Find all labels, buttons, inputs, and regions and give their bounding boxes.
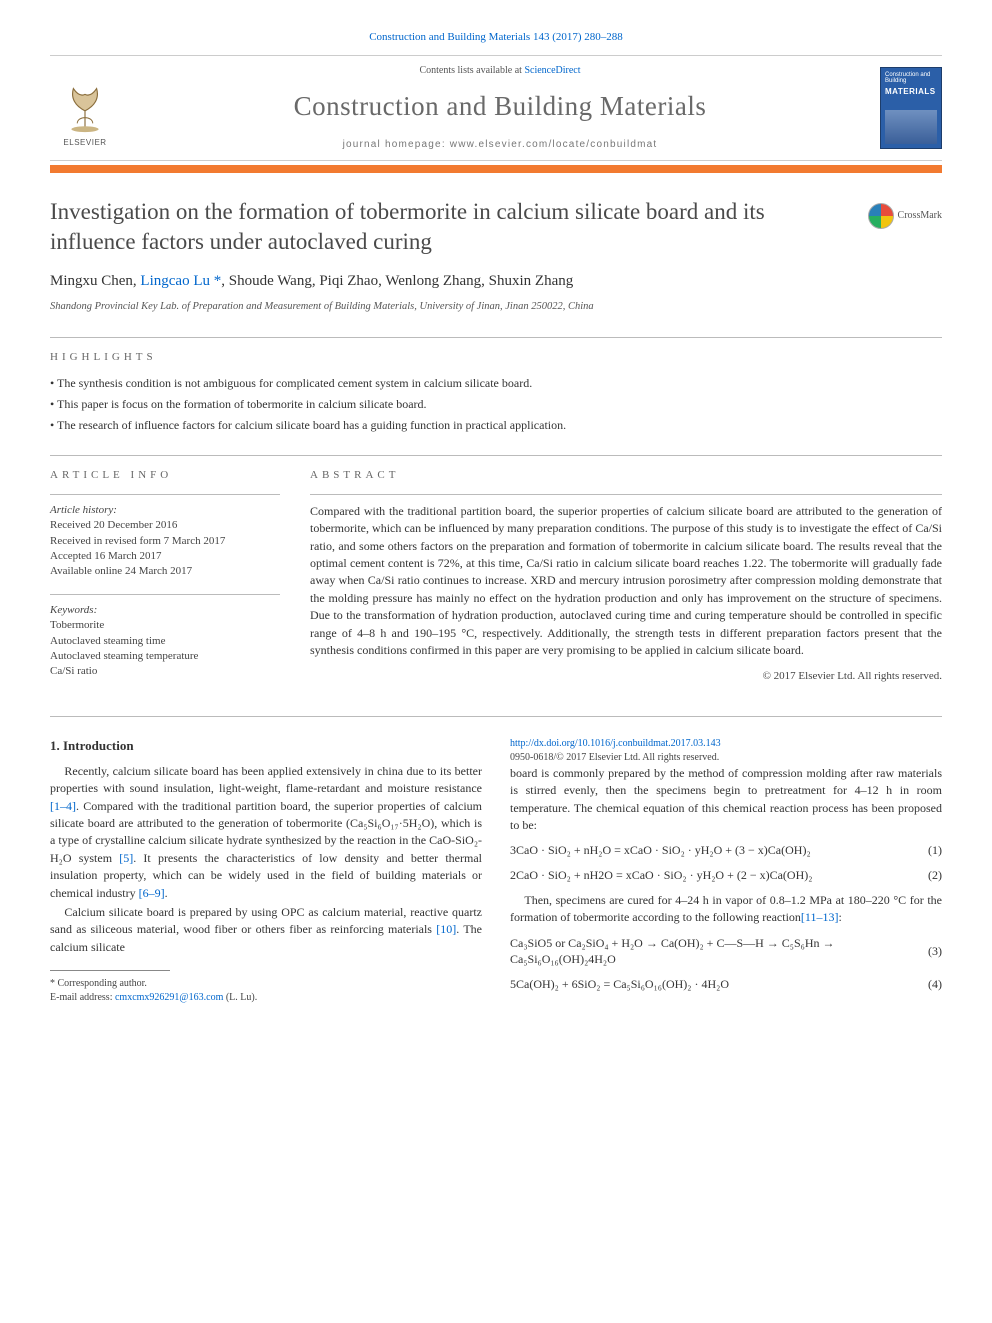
ref-link[interactable]: [10] bbox=[436, 922, 456, 936]
elsevier-wordmark: ELSEVIER bbox=[63, 137, 106, 148]
email-label: E-mail address: bbox=[50, 992, 115, 1003]
history-line: Received in revised form 7 March 2017 bbox=[50, 534, 280, 549]
abstract-label: ABSTRACT bbox=[310, 468, 942, 483]
article-history: Article history: Received 20 December 20… bbox=[50, 503, 280, 580]
equation-number: (4) bbox=[928, 976, 942, 993]
divider bbox=[50, 455, 942, 456]
author-name: Mingxu Chen bbox=[50, 273, 133, 289]
article-info-column: ARTICLE INFO Article history: Received 2… bbox=[50, 468, 280, 693]
homepage-prefix: journal homepage: bbox=[343, 139, 450, 150]
journal-homepage-line: journal homepage: www.elsevier.com/locat… bbox=[138, 138, 862, 152]
equation-1: 3CaO · SiO₂ + nH₂O = xCaO · SiO₂ · yH₂O … bbox=[510, 842, 942, 859]
author-name: Shuxin Zhang bbox=[489, 273, 574, 289]
citation-link[interactable]: Construction and Building Materials 143 … bbox=[369, 31, 623, 43]
homepage-url[interactable]: www.elsevier.com/locate/conbuildmat bbox=[450, 139, 658, 150]
email-name: (L. Lu). bbox=[223, 992, 257, 1003]
equation-number: (3) bbox=[928, 943, 942, 960]
ref-link[interactable]: [5] bbox=[119, 851, 133, 865]
divider bbox=[50, 716, 942, 717]
equation-2: 2CaO · SiO₂ + nH2O = xCaO · SiO₂ · yH₂O … bbox=[510, 867, 942, 884]
text: Then, specimens are cured for 4–24 h in … bbox=[510, 893, 942, 924]
highlight-item: This paper is focus on the formation of … bbox=[50, 396, 942, 413]
ref-link[interactable]: [6–9] bbox=[139, 886, 165, 900]
text: . bbox=[165, 886, 168, 900]
affiliation: Shandong Provincial Key Lab. of Preparat… bbox=[50, 300, 942, 315]
equation-4: 5Ca(OH)₂ + 6SiO₂ = Ca₅Si₆O₁₆(OH)₂ · 4H₂O… bbox=[510, 976, 942, 993]
equation-number: (2) bbox=[928, 867, 942, 884]
author-link[interactable]: Lingcao Lu bbox=[140, 273, 210, 289]
history-line: Available online 24 March 2017 bbox=[50, 564, 280, 579]
divider bbox=[50, 594, 280, 595]
article-info-label: ARTICLE INFO bbox=[50, 468, 280, 483]
divider bbox=[310, 494, 942, 495]
intro-heading: 1. Introduction bbox=[50, 737, 482, 755]
divider bbox=[50, 494, 280, 495]
keyword-item: Autoclaved steaming temperature bbox=[50, 649, 280, 664]
abstract-copyright: © 2017 Elsevier Ltd. All rights reserved… bbox=[310, 669, 942, 684]
highlights-label: HIGHLIGHTS bbox=[50, 350, 942, 365]
orange-divider-bar bbox=[50, 165, 942, 173]
corr-author-label: * Corresponding author. bbox=[50, 977, 482, 991]
text: : bbox=[838, 910, 841, 924]
highlight-item: The research of influence factors for ca… bbox=[50, 417, 942, 434]
journal-header: ELSEVIER Contents lists available at Sci… bbox=[50, 55, 942, 161]
history-line: Accepted 16 March 2017 bbox=[50, 549, 280, 564]
keyword-item: Tobermorite bbox=[50, 618, 280, 633]
intro-paragraph-2: Calcium silicate board is prepared by us… bbox=[50, 904, 482, 956]
issn-copyright: 0950-0618/© 2017 Elsevier Ltd. All right… bbox=[510, 752, 719, 763]
abstract-text: Compared with the traditional partition … bbox=[310, 503, 942, 660]
corr-star-icon: * bbox=[214, 273, 222, 289]
corresponding-author-footnote: * Corresponding author. E-mail address: … bbox=[50, 977, 482, 1005]
body-two-column: 1. Introduction Recently, calcium silica… bbox=[50, 737, 942, 1006]
cover-line2: MATERIALS bbox=[885, 86, 937, 97]
author-name: Wenlong Zhang bbox=[385, 273, 481, 289]
elsevier-tree-icon bbox=[56, 77, 114, 135]
crossmark-badge[interactable]: CrossMark bbox=[868, 203, 942, 229]
cover-line1: Construction and Building bbox=[885, 72, 937, 84]
history-line: Received 20 December 2016 bbox=[50, 518, 280, 533]
footnote-divider bbox=[50, 970, 170, 971]
author-name: Piqi Zhao bbox=[319, 273, 378, 289]
author-list: Mingxu Chen, Lingcao Lu *, Shoude Wang, … bbox=[50, 271, 942, 292]
intro-paragraph-1: Recently, calcium silicate board has bee… bbox=[50, 763, 482, 902]
equation-body: Ca₃SiO5 or Ca₂SiO₄ + H₂O → Ca(OH)₂ + C—S… bbox=[510, 935, 877, 969]
journal-cover-thumbnail[interactable]: Construction and Building MATERIALS bbox=[880, 67, 942, 149]
highlight-item: The synthesis condition is not ambiguous… bbox=[50, 375, 942, 392]
citation-line: Construction and Building Materials 143 … bbox=[50, 30, 942, 45]
equation-body: 2CaO · SiO₂ + nH2O = xCaO · SiO₂ · yH₂O … bbox=[510, 867, 812, 884]
highlights-block: The synthesis condition is not ambiguous… bbox=[50, 375, 942, 433]
equation-body: 3CaO · SiO₂ + nH₂O = xCaO · SiO₂ · yH₂O … bbox=[510, 842, 811, 859]
keywords-label: Keywords: bbox=[50, 603, 280, 618]
text: Calcium silicate board is prepared by us… bbox=[50, 905, 482, 936]
ref-link[interactable]: [11–13] bbox=[801, 910, 839, 924]
keyword-item: Ca/Si ratio bbox=[50, 664, 280, 679]
equation-3: Ca₃SiO5 or Ca₂SiO₄ + H₂O → Ca(OH)₂ + C—S… bbox=[510, 935, 942, 969]
keyword-item: Autoclaved steaming time bbox=[50, 634, 280, 649]
ref-link[interactable]: [1–4] bbox=[50, 799, 76, 813]
journal-center: Contents lists available at ScienceDirec… bbox=[138, 64, 862, 152]
contents-prefix: Contents lists available at bbox=[419, 65, 524, 76]
abstract-column: ABSTRACT Compared with the traditional p… bbox=[310, 468, 942, 693]
journal-name: Construction and Building Materials bbox=[138, 88, 862, 126]
equation-body: 5Ca(OH)₂ + 6SiO₂ = Ca₅Si₆O₁₆(OH)₂ · 4H₂O bbox=[510, 976, 729, 993]
author-name: Shoude Wang bbox=[229, 273, 312, 289]
contents-available-line: Contents lists available at ScienceDirec… bbox=[138, 64, 862, 78]
divider bbox=[50, 337, 942, 338]
email-link[interactable]: cmxcmx926291@163.com bbox=[115, 992, 223, 1003]
sciencedirect-link[interactable]: ScienceDirect bbox=[524, 65, 580, 76]
elsevier-logo[interactable]: ELSEVIER bbox=[50, 68, 120, 148]
text: Recently, calcium silicate board has bee… bbox=[50, 764, 482, 795]
history-label: Article history: bbox=[50, 503, 280, 518]
cover-image bbox=[885, 110, 937, 144]
crossmark-icon bbox=[868, 203, 894, 229]
keywords-block: Keywords: TobermoriteAutoclaved steaming… bbox=[50, 603, 280, 680]
doi-link[interactable]: http://dx.doi.org/10.1016/j.conbuildmat.… bbox=[510, 738, 721, 749]
doi-block: http://dx.doi.org/10.1016/j.conbuildmat.… bbox=[510, 737, 942, 765]
col2-paragraph-1: board is commonly prepared by the method… bbox=[510, 765, 942, 835]
crossmark-label: CrossMark bbox=[898, 209, 942, 223]
equation-number: (1) bbox=[928, 842, 942, 859]
col2-paragraph-2: Then, specimens are cured for 4–24 h in … bbox=[510, 892, 942, 927]
paper-title: Investigation on the formation of toberm… bbox=[50, 197, 852, 257]
